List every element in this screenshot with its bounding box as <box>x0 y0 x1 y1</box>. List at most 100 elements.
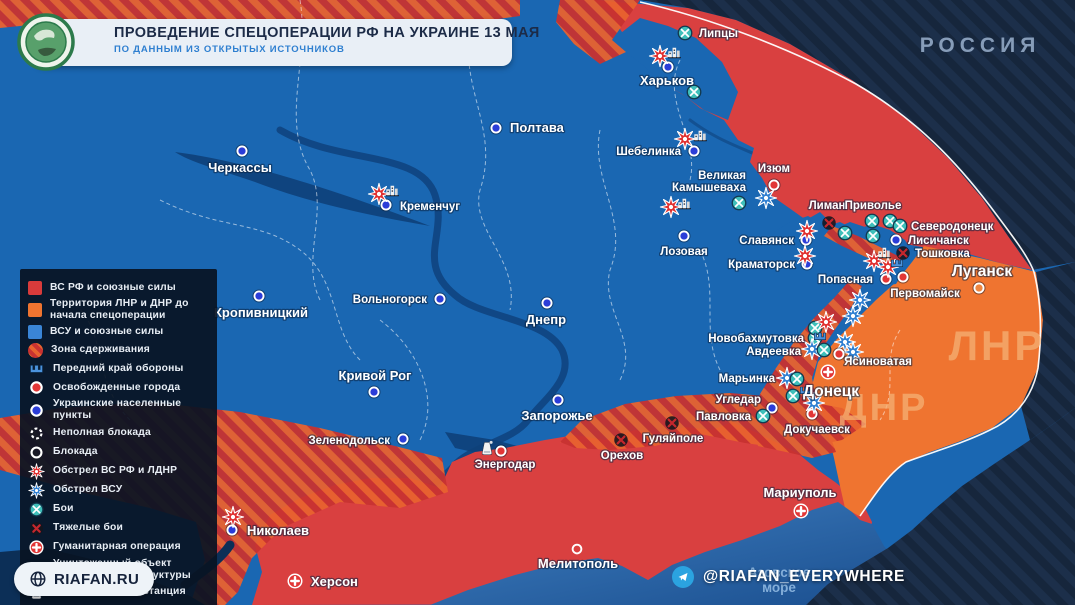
city-label: Мариуполь <box>763 485 836 500</box>
city-label: Черкассы <box>208 160 272 175</box>
ring-dashed-icon <box>30 427 43 440</box>
city-label: Славянск <box>739 235 794 247</box>
marker-heavy <box>895 245 911 261</box>
marker-humanitarian <box>793 503 809 519</box>
sea-azov <box>430 502 924 605</box>
city-label: Луганск <box>952 263 1013 280</box>
city-red-icon <box>28 379 45 396</box>
region-label: ДНР <box>840 387 929 429</box>
legend-swatch <box>28 281 42 295</box>
map-legend: ВС РФ и союзные силы Территория ЛНР и ДН… <box>20 269 217 605</box>
city-label: Николаев <box>247 523 309 538</box>
header-banner: ПРОВЕДЕНИЕ СПЕЦОПЕРАЦИИ РФ НА УКРАИНЕ 13… <box>17 13 540 71</box>
marker-city-red <box>896 270 910 284</box>
legend-item-1: Территория ЛНР и ДНР до начала спецопера… <box>28 298 209 322</box>
marker-heavy <box>664 415 680 431</box>
region-label: ЛНР <box>949 322 1046 369</box>
city-label: Гуляйполе <box>643 433 704 445</box>
city-label: Первомайск <box>890 288 960 300</box>
marker-battle <box>816 342 832 358</box>
city-label: Днепр <box>526 312 566 327</box>
city-blue-icon <box>28 402 45 419</box>
telegram-handle: @RIAFAN_EVERYWHERE <box>703 568 905 585</box>
city-label: Запорожье <box>521 408 592 423</box>
marker-star-red <box>814 310 838 334</box>
legend-item-4: Передний край обороны <box>28 360 209 377</box>
city-label: Кривой Рог <box>339 368 413 383</box>
marker-city-red <box>879 272 893 286</box>
legend-item-label: Украинские населенные пункты <box>53 398 182 422</box>
legend-item-label: Блокада <box>53 445 98 457</box>
legend-item-label: ВС РФ и союзные силы <box>50 281 176 293</box>
marker-city-blue <box>433 292 447 306</box>
marker-battle <box>755 408 771 424</box>
marker-city-blue <box>235 144 249 158</box>
legend-item-label: Передний край обороны <box>53 362 184 374</box>
city-label: Ясиноватая <box>844 356 912 368</box>
oblast-borders <box>69 0 901 441</box>
city-label: Марьинка <box>719 373 776 385</box>
city-label: Орехов <box>601 450 643 462</box>
legend-item-11: Бои <box>28 501 209 518</box>
city-label: Вольногорск <box>353 294 427 306</box>
site-link[interactable]: RIAFAN.RU <box>14 562 155 596</box>
hatch-swatch <box>28 342 43 358</box>
city-label: Кропивницкий <box>214 305 308 320</box>
legend-item-label: Обстрел ВС РФ и ЛДНР <box>53 464 178 476</box>
marker-city-blue <box>252 289 266 303</box>
legend-item-label: Бои <box>53 502 74 514</box>
marker-city-blue <box>889 233 903 247</box>
page-title: ПРОВЕДЕНИЕ СПЕЦОПЕРАЦИИ РФ НА УКРАИНЕ 13… <box>114 25 540 41</box>
city-label: Херсон <box>311 574 358 589</box>
marker-front <box>891 259 903 267</box>
legend-item-7: Неполная блокада <box>28 425 209 442</box>
marker-city-blue <box>687 144 701 158</box>
marker-battle <box>864 213 880 229</box>
city-label: Северодонецк <box>911 221 994 233</box>
marker-city-blue <box>661 60 675 74</box>
city-label: Донецк <box>803 383 859 400</box>
star-blue-icon <box>28 481 45 499</box>
legend-swatch <box>28 303 42 318</box>
legend-item-9: Обстрел ВС РФ и ЛДНР <box>28 462 209 480</box>
marker-star-red <box>795 219 819 243</box>
legend-item-3: Зона сдерживания <box>28 342 209 358</box>
territory-russia-north <box>640 0 1075 270</box>
legend-item-12: Тяжелые бои <box>28 520 209 537</box>
marker-front <box>814 332 826 340</box>
city-label: Новобахмутовка <box>708 333 804 345</box>
marker-city-red <box>494 444 508 458</box>
marker-battle <box>837 225 853 241</box>
city-label: Мелитополь <box>538 556 618 571</box>
marker-battle <box>865 228 881 244</box>
city-label: Павловка <box>696 411 752 423</box>
marker-humanitarian <box>820 364 836 380</box>
telegram-link[interactable]: @RIAFAN_EVERYWHERE <box>672 566 905 588</box>
legend-item-label: ВСУ и союзные силы <box>50 326 164 338</box>
marker-city-orange <box>972 281 986 295</box>
city-label: Изюм <box>758 163 790 175</box>
marker-city-blue <box>551 393 565 407</box>
city-labels: Липцы Харьков Шебелинка Полтава Черкассы Крем… <box>207 27 1014 591</box>
marker-city-blue <box>677 229 691 243</box>
city-label: Харьков <box>640 73 694 88</box>
state-border <box>639 1 1042 517</box>
marker-star-red <box>793 244 817 268</box>
front-icon <box>30 365 43 373</box>
legend-item-10: Обстрел ВСУ <box>28 481 209 499</box>
marker-city-blue <box>367 385 381 399</box>
city-label: Липцы <box>699 28 738 40</box>
battle-icon <box>29 501 44 517</box>
legend-item-label: Обстрел ВСУ <box>53 483 123 495</box>
city-label: Великая <box>698 170 746 182</box>
region-label: море <box>762 580 796 595</box>
territory-lnr-dnr <box>812 246 1043 516</box>
star-red-icon <box>28 462 45 480</box>
legend-item-label: Зона сдерживания <box>51 344 150 356</box>
marker-battle <box>785 388 801 404</box>
legend-item-label: Гуманитарная операция <box>53 540 181 552</box>
city-label: Докучаевск <box>784 424 850 436</box>
marker-star-red <box>648 44 672 68</box>
legend-item-label: Освобожденные города <box>53 381 181 393</box>
region-label: РОССИЯ <box>920 34 1041 57</box>
